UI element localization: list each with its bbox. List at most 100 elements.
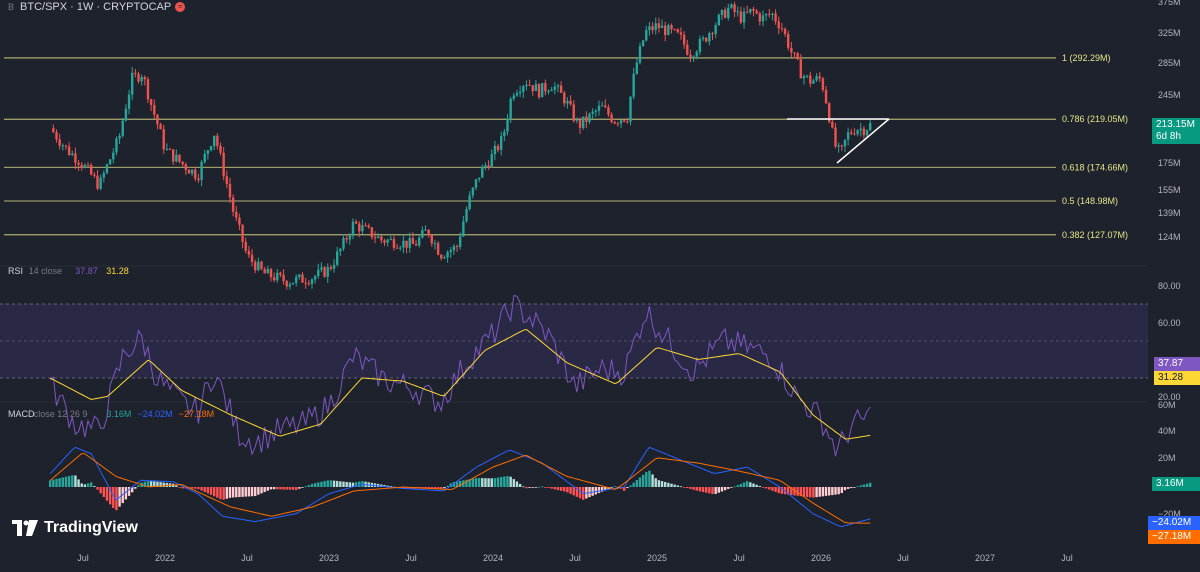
macd-histogram-bar [351,482,355,487]
macd-histogram-bar [484,478,487,487]
price-axis-label: 325M [1158,28,1181,38]
macd-histogram-bar [194,487,197,489]
macd-histogram-bar [679,486,683,488]
candle-body [768,13,771,15]
macd-histogram-bar [345,481,348,487]
triangle-rising-line[interactable] [836,118,890,164]
macd-histogram-bar [761,487,765,488]
rsi-legend-item: 31.28 [106,266,129,276]
macd-histogram-bar [597,487,601,494]
triangle-drawing[interactable] [787,118,890,164]
macd-histogram-bar [711,487,714,495]
macd-histogram-bar [600,487,604,492]
macd-histogram-bar [824,487,828,496]
macd-histogram-bar [802,487,806,497]
macd-histogram-bar [465,479,468,487]
macd-histogram-bar [71,475,74,487]
candle-body [714,25,717,34]
candle-body [503,131,506,137]
macd-histogram-bar [588,487,591,498]
macd-histogram-bar [515,481,519,487]
macd-histogram-bar [329,480,333,487]
candle-body [578,119,582,128]
macd-histogram-bar [578,487,582,499]
candle-body [664,25,667,35]
candle-body [673,29,676,31]
macd-histogram-bar [749,482,752,487]
candle-body [172,149,175,162]
macd-histogram-bar [815,487,818,498]
macd-histogram-bar [459,480,462,487]
macd-histogram-bar [282,487,285,490]
candle-body [71,153,74,155]
macd-histogram-bar [96,487,99,490]
macd-legend[interactable]: MACD close 12 26 9 3.16M −24.02M −27.18M [8,409,214,419]
candle-body [77,162,80,165]
macd-axis-label: −20M [1158,509,1181,519]
macd-histogram-bar [698,487,702,492]
candle-body [178,154,181,162]
macd-histogram-bar [629,485,632,487]
candle-body [414,244,418,246]
macd-histogram-bar [512,479,516,487]
chart-title[interactable]: BTC/SPX · 1W · CRYPTOCAP [20,1,172,13]
candle-body [682,34,686,45]
macd-histogram-bar [809,487,812,498]
symbol-badge[interactable]: B [8,2,15,12]
candle-body [83,164,87,168]
macd-histogram-bar [99,487,102,494]
macd-histogram-bar [339,481,342,487]
candle-body [670,25,673,30]
macd-histogram-bar [131,487,134,493]
price-axis-label: 175M [1158,158,1181,168]
candle-body [471,187,475,196]
time-axis-label: Jul [569,553,581,563]
price-candles[interactable] [52,1,872,290]
macd-histogram-bar [213,487,216,497]
macd-histogram-bar [304,486,307,488]
macd-histogram-bar [313,483,317,487]
candle-body [149,99,153,105]
candle-body [389,238,393,240]
candle-body [465,209,468,222]
sync-icon[interactable]: ≈ [175,2,186,12]
macd-lines [49,446,872,528]
macd-histogram-bar [238,487,241,498]
macd-histogram-bar [468,479,471,487]
candle-body [509,98,512,119]
macd-histogram-bar [93,486,96,487]
candle-body [373,237,377,239]
macd-histogram-bar [714,487,717,494]
macd-histogram-bar [556,487,560,491]
candle-body [468,195,471,210]
macd-histogram-bar [358,481,361,487]
macd-histogram-bar [250,487,254,497]
candle-body [93,174,96,176]
last-price-pill[interactable]: 213.15M 6d 8h [1152,118,1200,144]
time-axis-label: 2022 [155,553,175,563]
macd-histogram-bar [427,487,430,489]
rsi-legend-item: 14 close [29,266,63,276]
macd-histogram-bar [298,487,301,489]
macd-histogram-bar [572,487,575,496]
macd-histogram-bar [525,487,528,489]
candle-body [455,246,459,248]
macd-histogram-bar [257,487,260,495]
candle-body [477,177,481,180]
macd-histogram-bar [544,487,547,488]
rsi-legend[interactable]: RSI 14 close 37.87 31.28 [8,266,129,276]
candle-body [329,267,333,269]
candle-body [231,197,235,212]
rsi-axis-label: 60.00 [1158,318,1181,328]
macd-histogram-bar [856,486,859,488]
axis-labels: 375M 325M 285M 245M 175M 155M 139M 124M 80.00 60.… [8,0,1181,563]
rsi-lines [49,294,871,457]
macd-histogram-bar [244,487,247,497]
candle-body [575,119,579,121]
macd-histogram-bar [216,487,219,498]
macd-histogram-bar [90,482,93,487]
macd-histogram-bar [780,487,784,494]
candle-body [679,32,683,35]
